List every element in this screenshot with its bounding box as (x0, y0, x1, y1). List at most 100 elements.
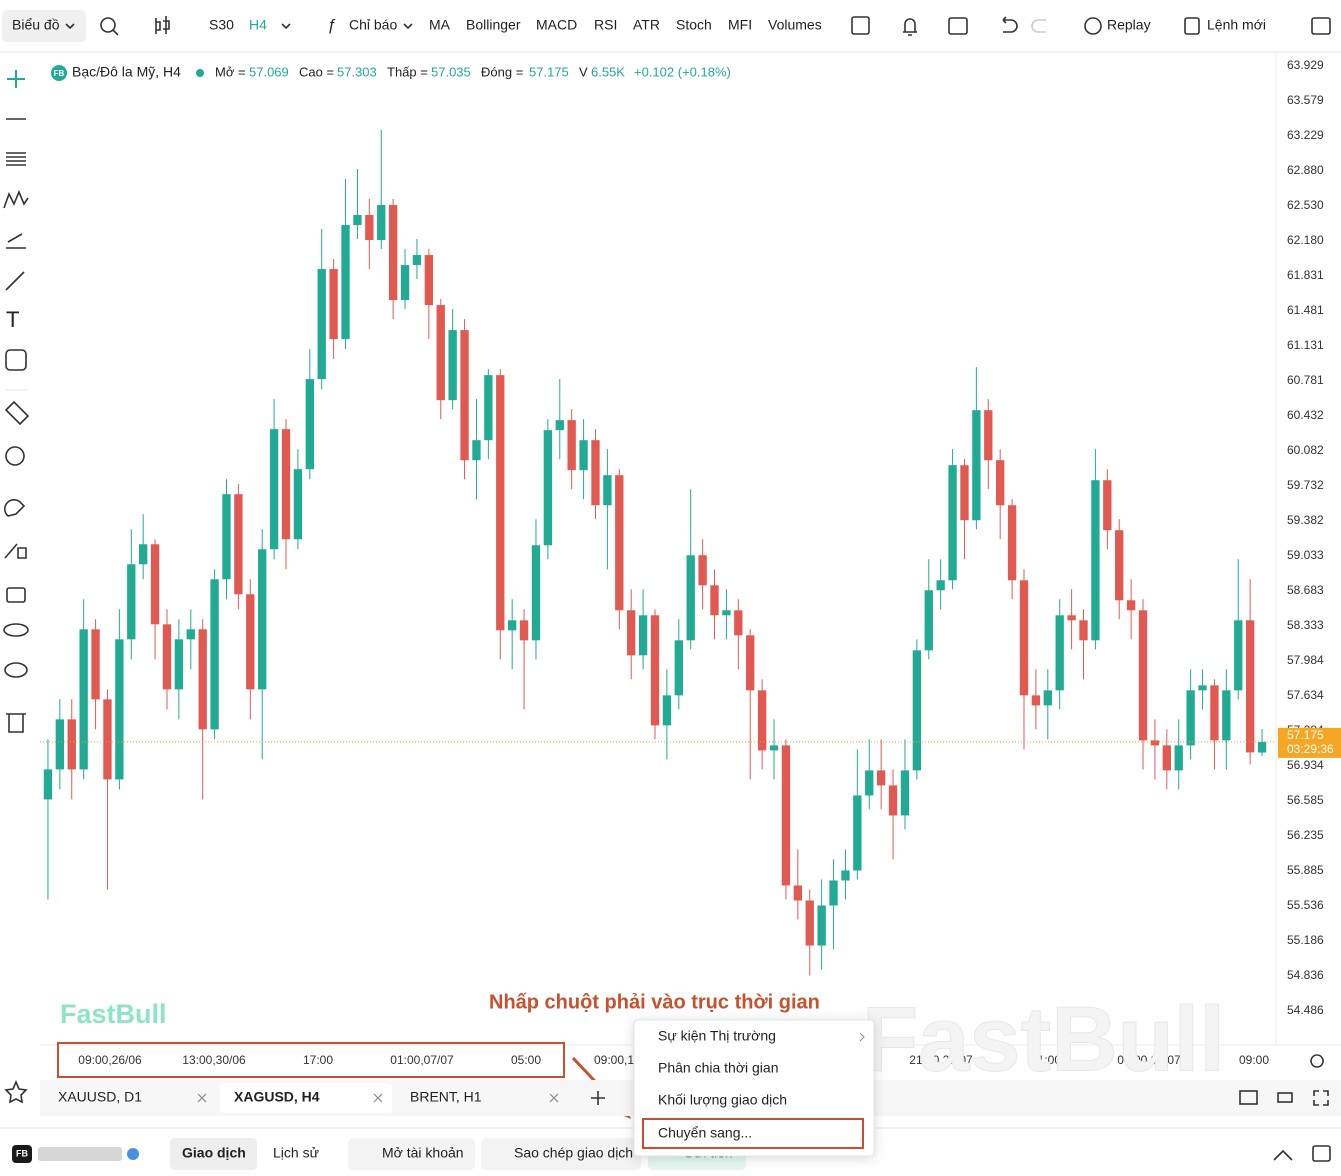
emoji-tool[interactable] (5, 349, 27, 371)
tab[interactable]: XAGUSD, H4 (234, 1089, 320, 1105)
last-price-tag (1278, 727, 1341, 758)
new-order[interactable]: Lệnh mới (1207, 17, 1266, 33)
projection-tool[interactable] (6, 233, 26, 249)
crosshair-tool[interactable] (7, 70, 25, 88)
open-account[interactable]: Mở tài khoản (382, 1145, 464, 1161)
indicators[interactable]: Chỉ báo (349, 17, 397, 33)
brush-tool[interactable] (5, 271, 25, 291)
indicator[interactable]: Stoch (676, 17, 712, 33)
indicator[interactable]: MACD (536, 17, 577, 33)
open-value: 57.069 (249, 64, 289, 79)
window-icon[interactable] (1312, 1145, 1331, 1162)
y-tick-label: 63.579 (1287, 93, 1324, 107)
candle-body (317, 269, 326, 380)
x-tick-label: 01:00,07/07 (390, 1053, 454, 1067)
candle-body (234, 494, 243, 595)
indicator[interactable]: Volumes (768, 17, 822, 33)
redo-icon[interactable] (1031, 19, 1046, 33)
candle-body (1115, 530, 1124, 601)
low-label: Thấp = (387, 64, 428, 79)
active-tab-bg (220, 1083, 392, 1113)
candle-body (591, 440, 600, 506)
panel-icon[interactable] (1311, 17, 1331, 35)
trade-tab[interactable]: Giao dịch (182, 1145, 246, 1161)
undo-icon[interactable] (1002, 16, 1018, 33)
candle-body (817, 905, 826, 946)
history-tab[interactable]: Lịch sử (273, 1145, 319, 1161)
candle-body (162, 624, 172, 690)
tab[interactable]: XAUUSD, D1 (58, 1089, 142, 1105)
indicator[interactable]: RSI (594, 17, 617, 33)
candle-icon[interactable] (155, 16, 170, 34)
tab-close[interactable] (197, 1093, 559, 1103)
candle-body (127, 564, 136, 640)
close-label: Đóng = (481, 64, 523, 79)
window-toggle[interactable] (1277, 1092, 1293, 1103)
candle-body (615, 475, 624, 611)
magnet-tool[interactable] (4, 499, 26, 517)
x-tick-label: 01:00 (1031, 1053, 1061, 1067)
candle-body (43, 769, 53, 800)
chart-menu[interactable]: Biểu đồ (12, 17, 60, 33)
interval-h4[interactable]: H4 (249, 17, 267, 33)
favorites-icon[interactable] (4, 1079, 28, 1104)
layout-icon[interactable] (851, 16, 870, 35)
candle-body (805, 900, 814, 946)
fullscreen[interactable] (1313, 1090, 1329, 1106)
menu-highlight (642, 1118, 864, 1149)
candle-body (329, 269, 338, 340)
interval-s30[interactable]: S30 (209, 17, 234, 33)
text-tool[interactable]: T (6, 307, 19, 332)
settings-icon[interactable] (1310, 1054, 1324, 1068)
alert-icon[interactable] (903, 18, 917, 36)
pattern-tool[interactable] (3, 189, 29, 209)
candle-body (686, 555, 695, 641)
watermark-large: FastBull (862, 988, 1225, 1090)
menu-item[interactable]: Chuyển sang... (658, 1125, 752, 1141)
unlock-tool[interactable] (6, 587, 26, 603)
fib-tool[interactable] (6, 152, 26, 166)
replay[interactable]: Replay (1107, 17, 1151, 33)
y-tick-label: 59.732 (1287, 478, 1324, 492)
candle-body (377, 205, 386, 241)
search-icon[interactable] (100, 17, 116, 33)
trash-tool[interactable] (6, 713, 26, 733)
candle-body (115, 639, 124, 780)
orbit-tool[interactable] (3, 623, 29, 637)
add-tab[interactable] (591, 1091, 605, 1105)
calendar-icon[interactable] (948, 17, 968, 35)
copy-trade[interactable]: Sao chép giao dịch (514, 1145, 633, 1161)
ruler-tool[interactable] (4, 400, 30, 426)
status-dot (196, 69, 204, 77)
tab[interactable]: BRENT, H1 (410, 1089, 482, 1105)
lock-drawing-tool[interactable] (4, 543, 27, 559)
close-value: 57.175 (529, 64, 569, 79)
candle-body (972, 410, 981, 521)
indicator[interactable]: Bollinger (466, 17, 521, 33)
candle-body (472, 440, 481, 461)
candle-body (888, 785, 898, 816)
candle-body (710, 585, 719, 616)
y-tick-label: 56.585 (1287, 793, 1324, 807)
menu-item[interactable]: Phân chia thời gian (658, 1060, 778, 1076)
candle-body (1174, 745, 1183, 771)
indicator[interactable]: ATR (633, 17, 660, 33)
submenu-arrow (859, 1032, 865, 1042)
eye-tool[interactable] (4, 662, 28, 678)
y-tick-label: 55.885 (1287, 863, 1324, 877)
collapse-icon[interactable] (1273, 1149, 1293, 1161)
indicator[interactable]: MA (429, 17, 451, 33)
trade-tab-bg (170, 1138, 257, 1170)
menu-item[interactable]: Sự kiện Thị trường (658, 1028, 776, 1044)
menu-item[interactable]: Khối lượng giao dịch (658, 1092, 787, 1108)
candle-body (1126, 600, 1136, 611)
annotation: Nhấp chuột phải vào trục thời gian (489, 991, 820, 1013)
candle-body (210, 579, 219, 730)
candle-body (567, 420, 576, 471)
layout-toggle[interactable] (1239, 1090, 1258, 1105)
candle-body (103, 699, 112, 780)
y-tick-label: 56.934 (1287, 758, 1324, 772)
zoom-tool[interactable] (5, 446, 25, 466)
y-tick-label: 55.186 (1287, 933, 1324, 947)
indicator[interactable]: MFI (728, 17, 752, 33)
